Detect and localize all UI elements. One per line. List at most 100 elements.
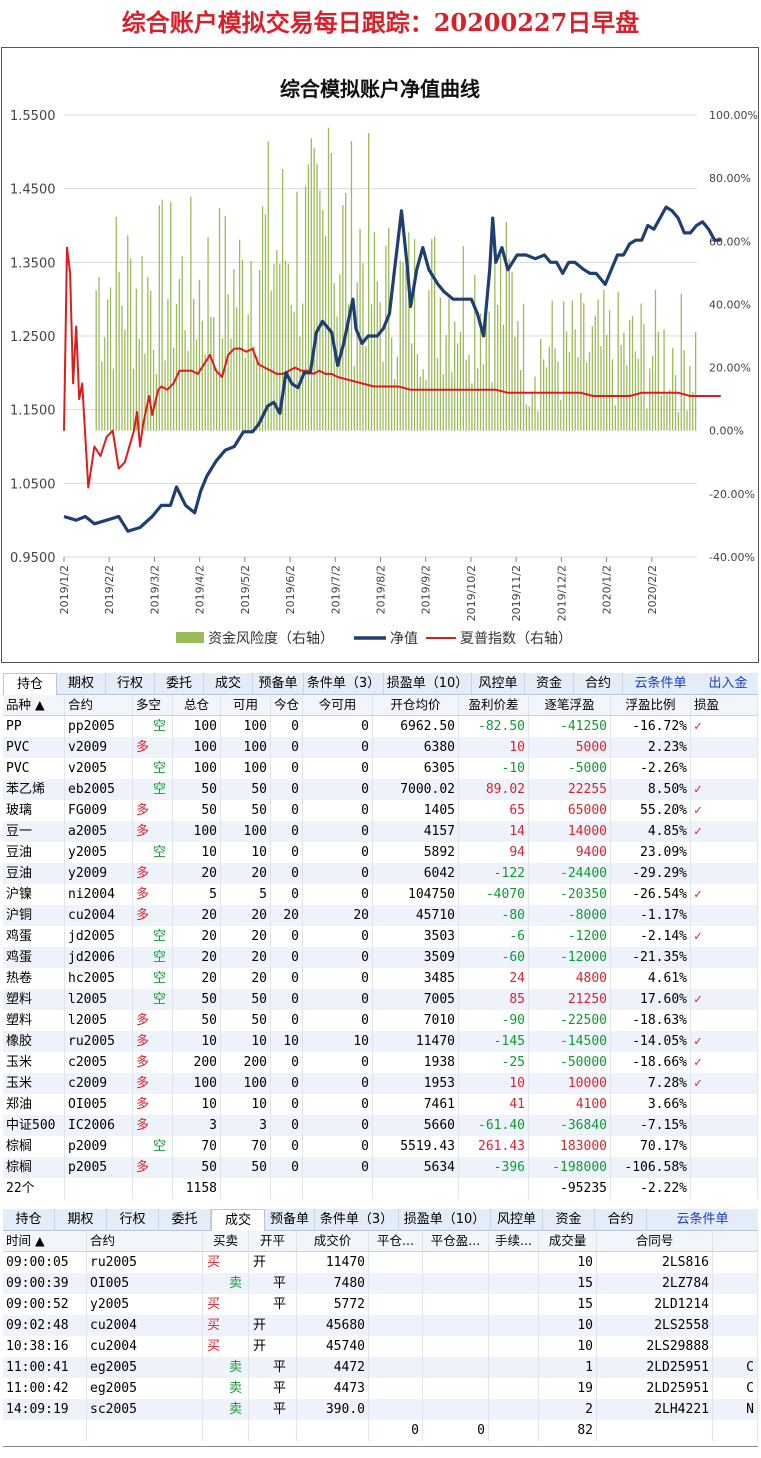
cell-float-pnl: 9400 — [529, 842, 611, 863]
risk-bar — [574, 329, 576, 431]
trade-col-header-open-close[interactable]: 开平 — [249, 1231, 297, 1251]
position-row[interactable]: PVC v2009 多 100 100 0 0 6380 10 5000 2.23% — [3, 737, 758, 758]
position-row[interactable]: 塑料 l2005 空 50 50 0 0 7005 85 21250 17.60% ✓ — [3, 989, 758, 1010]
trade-col-header-side[interactable]: 买卖 — [203, 1231, 249, 1251]
trade-row[interactable]: 09:02:48 cu2004 买开 45680 10 2LS2558 — [3, 1315, 758, 1336]
trade-col-header-volume[interactable]: 成交量 — [539, 1231, 597, 1251]
trd-tab-5[interactable]: 预备单 — [265, 1209, 315, 1231]
trade-row[interactable]: 09:00:39 OI005 卖平 7480 15 2LZ784 — [3, 1273, 758, 1294]
pos-tab-5[interactable]: 预备单 — [253, 673, 304, 695]
pos-tab-8[interactable]: 风控单 — [472, 673, 525, 695]
pos-tab-6[interactable]: 条件单（3） — [304, 673, 384, 695]
pos-tab-11[interactable]: 云条件单 — [634, 676, 687, 691]
cell-direction: 多 — [133, 1157, 173, 1178]
position-row[interactable]: 豆一 a2005 多 100 100 0 0 4157 14 14000 4.85% ✓ — [3, 821, 758, 842]
trade-col-header-contract[interactable]: 合约 — [87, 1231, 203, 1251]
trade-cell-open-close: 平 — [249, 1273, 297, 1294]
position-row[interactable]: 豆油 y2005 空 10 10 0 0 5892 94 9400 23.09% — [3, 842, 758, 863]
trade-row[interactable]: 11:00:42 eg2005 卖平 4473 19 2LD25951 C — [3, 1378, 758, 1399]
trade-row[interactable]: 09:00:05 ru2005 买开 11470 10 2LS816 — [3, 1252, 758, 1273]
trade-row[interactable]: 09:00:52 y2005 买平 5772 15 2LD1214 — [3, 1294, 758, 1315]
trd-tab-2[interactable]: 行权 — [107, 1209, 159, 1231]
trades-summary-row[interactable]: 0 0 82 — [3, 1420, 758, 1441]
cell-pnl-spread: 94 — [459, 842, 529, 863]
trd-tab-4[interactable]: 成交 — [211, 1209, 265, 1231]
col-header-avg-open-price[interactable]: 开仓均价 — [373, 695, 459, 715]
trade-col-header-price[interactable]: 成交价 — [297, 1231, 369, 1251]
pos-tab-3[interactable]: 委托 — [155, 673, 204, 695]
trade-row[interactable]: 11:00:41 eg2005 卖平 4472 1 2LD25951 C — [3, 1357, 758, 1378]
col-header-contract[interactable]: 合约 — [65, 695, 133, 715]
cell-today-available: 0 — [303, 863, 373, 884]
position-row[interactable]: 豆油 y2009 多 20 20 0 0 6042 -122 -24400 -29.29% — [3, 863, 758, 884]
pos-tab-1[interactable]: 期权 — [57, 673, 106, 695]
cell-float-pnl: -1200 — [529, 926, 611, 947]
trade-col-header-close-pnl[interactable]: 平仓盈... — [423, 1231, 489, 1251]
trd-tab-11[interactable]: 云条件单 — [676, 1212, 729, 1227]
trade-col-header-extra[interactable] — [713, 1231, 758, 1251]
trd-tab-0[interactable]: 持仓 — [3, 1209, 55, 1231]
cell-today: 20 — [271, 905, 303, 926]
position-row[interactable]: PVC v2005 空 100 100 0 0 6305 -10 -5000 -2.26% — [3, 758, 758, 779]
cell-stop-profit — [691, 1094, 758, 1115]
cell-avg-open-price: 45710 — [373, 905, 459, 926]
position-row[interactable]: 中证500 IC2006 多 3 3 0 0 5660 -61.40 -36840 -7.15% — [3, 1115, 758, 1136]
col-header-direction[interactable]: 多空 — [133, 695, 173, 715]
col-header-pnl-spread[interactable]: 盈利价差 — [459, 695, 529, 715]
trade-col-header-contract-no[interactable]: 合同号 — [597, 1231, 713, 1251]
pos-tab-4[interactable]: 成交 — [204, 673, 253, 695]
position-row[interactable]: 玉米 c2009 多 100 100 0 0 1953 10 10000 7.28% ✓ — [3, 1073, 758, 1094]
col-header-variety[interactable]: 品种 ▲ — [3, 695, 65, 715]
col-header-available[interactable]: 可用 — [221, 695, 271, 715]
pos-tab-2[interactable]: 行权 — [106, 673, 155, 695]
trd-tab-7[interactable]: 损盈单（10） — [399, 1209, 491, 1231]
position-row[interactable]: 郑油 OI005 多 10 10 0 0 7461 41 4100 3.66% — [3, 1094, 758, 1115]
cell-stop-profit — [691, 863, 758, 884]
col-header-today-available[interactable]: 今可用 — [303, 695, 373, 715]
trade-col-header-close-amount[interactable]: 平仓... — [369, 1231, 423, 1251]
pos-tab-9[interactable]: 资金 — [525, 673, 574, 695]
trade-cell-time: 09:00:52 — [3, 1294, 87, 1315]
trd-tab-6[interactable]: 条件单（3） — [315, 1209, 399, 1231]
risk-bar — [253, 346, 255, 431]
risk-bar — [416, 354, 419, 431]
pos-tab-10[interactable]: 合约 — [574, 673, 623, 695]
cell-avg-open-price: 5634 — [373, 1157, 459, 1178]
trade-row[interactable]: 14:09:19 sc2005 卖平 390.0 2 2LH4221 N — [3, 1399, 758, 1420]
position-row[interactable]: 玻璃 FG009 多 50 50 0 0 1405 65 65000 55.20% ✓ — [3, 800, 758, 821]
positions-summary-row[interactable]: 22个 1158 -95235 -2.22% — [3, 1178, 758, 1199]
col-header-float-pnl[interactable]: 逐笔浮盈 — [529, 695, 611, 715]
position-row[interactable]: 苯乙烯 eb2005 空 50 50 0 0 7000.02 89.02 22255 8.50% ✓ — [3, 779, 758, 800]
col-header-stop-profit[interactable]: 损盈 — [691, 695, 758, 715]
trade-col-header-time[interactable]: 时间 ▲ — [3, 1231, 87, 1251]
pos-tab-12[interactable]: 出入金 — [708, 676, 748, 691]
position-row[interactable]: 热卷 hc2005 空 20 20 0 0 3485 24 4800 4.61% — [3, 968, 758, 989]
risk-bar — [588, 352, 591, 431]
position-row[interactable]: 棕榈 p2009 空 70 70 0 0 5519.43 261.43 183000 70.17% — [3, 1136, 758, 1157]
trade-summary-cell — [489, 1420, 539, 1441]
col-header-pnl-ratio[interactable]: 浮盈比例 — [611, 695, 691, 715]
position-row[interactable]: 沪镍 ni2004 多 5 5 0 0 104750 -4070 -20350 -26.54% ✓ — [3, 884, 758, 905]
trd-tab-8[interactable]: 风控单 — [491, 1209, 543, 1231]
position-row[interactable]: 橡胶 ru2005 多 10 10 10 10 11470 -145 -14500 -14.05% ✓ — [3, 1031, 758, 1052]
position-row[interactable]: PP pp2005 空 100 100 0 0 6962.50 -82.50 -41250 -16.… — [3, 716, 758, 737]
trade-cell-contract-no: 2LS2558 — [597, 1315, 713, 1336]
trd-tab-10[interactable]: 合约 — [595, 1209, 647, 1231]
col-header-total[interactable]: 总仓 — [173, 695, 221, 715]
position-row[interactable]: 玉米 c2005 多 200 200 0 0 1938 -25 -50000 -18.66% ✓ — [3, 1052, 758, 1073]
cell-today-available: 10 — [303, 1031, 373, 1052]
pos-tab-0[interactable]: 持仓 — [3, 673, 57, 695]
col-header-today[interactable]: 今仓 — [271, 695, 303, 715]
pos-tab-7[interactable]: 损盈单（10） — [384, 673, 472, 695]
trd-tab-3[interactable]: 委托 — [159, 1209, 211, 1231]
trade-row[interactable]: 10:38:16 cu2004 买开 45740 10 2LS29888 — [3, 1336, 758, 1357]
trd-tab-9[interactable]: 资金 — [543, 1209, 595, 1231]
position-row[interactable]: 沪铜 cu2004 多 20 20 20 20 45710 -80 -8000 -1.17% — [3, 905, 758, 926]
position-row[interactable]: 棕榈 p2005 多 50 50 0 0 5634 -396 -198000 -106.58% — [3, 1157, 758, 1178]
trd-tab-1[interactable]: 期权 — [55, 1209, 107, 1231]
position-row[interactable]: 鸡蛋 jd2006 空 20 20 0 0 3509 -60 -12000 -21.35% — [3, 947, 758, 968]
risk-bar — [683, 349, 685, 431]
position-row[interactable]: 鸡蛋 jd2005 空 20 20 0 0 3503 -6 -1200 -2.14% ✓ — [3, 926, 758, 947]
trade-col-header-fee[interactable]: 手续... — [489, 1231, 539, 1251]
position-row[interactable]: 塑料 l2005 多 50 50 0 0 7010 -90 -22500 -18.63% — [3, 1010, 758, 1031]
